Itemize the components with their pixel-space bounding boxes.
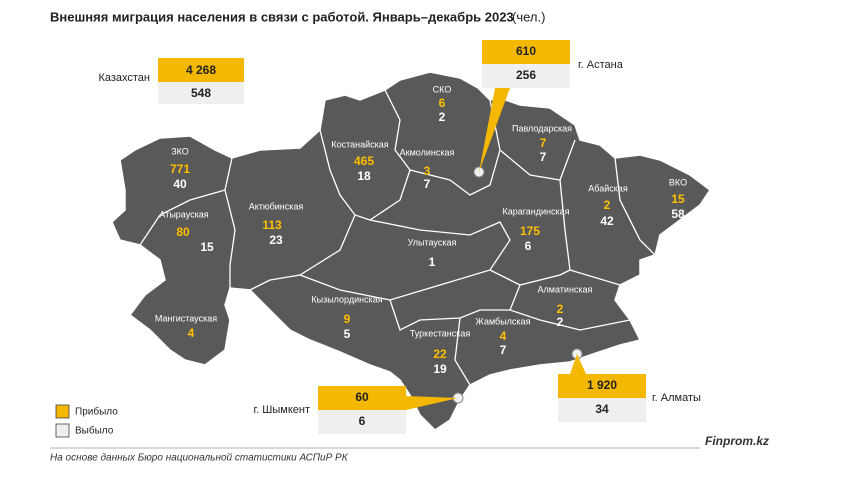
region-name: Акмолинская — [400, 147, 455, 157]
departed-value: 19 — [433, 362, 447, 376]
region-name: СКО — [433, 84, 452, 94]
arrived-value: 80 — [176, 225, 190, 239]
arrived-value: 3 — [424, 164, 431, 178]
arrived-box — [558, 374, 646, 398]
departed-value: 6 — [525, 239, 532, 253]
arrived-box — [318, 386, 406, 410]
region-name: Мангистауская — [155, 313, 217, 323]
arrived-value: 2 — [557, 302, 564, 316]
arrived-value: 4 268 — [186, 63, 216, 77]
unit: (чел.) — [512, 9, 545, 24]
arrived-value: 4 — [500, 329, 507, 343]
departed-value: 5 — [344, 327, 351, 341]
legend-label: Выбыло — [75, 425, 114, 437]
departed-value: 18 — [357, 169, 371, 183]
arrived-value: 175 — [520, 224, 540, 238]
departed-value: 58 — [671, 207, 685, 221]
region-name: Жамбылская — [476, 316, 531, 326]
arrived-value: 610 — [516, 44, 536, 58]
departed-value: 256 — [516, 68, 536, 82]
arrived-value: 9 — [344, 312, 351, 326]
region-name: Атырауская — [159, 209, 208, 219]
departed-value: 6 — [359, 414, 366, 428]
arrived-value: 6 — [439, 96, 446, 110]
departed-value: 548 — [191, 86, 211, 100]
departed-value: 15 — [200, 240, 214, 254]
region-name: Алматинская — [538, 284, 593, 294]
region-name: Павлодарская — [512, 123, 572, 133]
departed-value: 7 — [424, 177, 431, 191]
departed-value: 2 — [557, 315, 564, 329]
region-name: ВКО — [669, 177, 687, 187]
source: На основе данных Бюро национальной стати… — [50, 453, 349, 464]
arrived-value: 60 — [355, 390, 369, 404]
departed-value: 23 — [269, 233, 283, 247]
legend-label: Прибыло — [75, 406, 118, 418]
departed-box — [318, 410, 406, 434]
legend-swatch — [55, 404, 70, 419]
region-name: Костанайская — [331, 139, 388, 149]
arrived-value: 113 — [262, 218, 282, 232]
region-name: Актюбинская — [249, 201, 304, 211]
region-name: Карагандинская — [502, 206, 569, 216]
brand: Finprom.kz — [705, 434, 769, 448]
arrived-value: 1 920 — [587, 378, 617, 392]
region-name: Туркестанская — [410, 328, 471, 338]
arrived-value: 771 — [170, 162, 190, 176]
title: Внешняя миграция населения в связи с раб… — [50, 9, 514, 24]
city-label: г. Астана — [578, 59, 624, 71]
departed-value: 2 — [439, 110, 446, 124]
country-callout: Казахстан — [98, 58, 244, 104]
departed-value: 40 — [173, 177, 187, 191]
departed-value: 7 — [540, 150, 547, 164]
region-name: Абайская — [588, 183, 628, 193]
arrived-value: 15 — [671, 192, 685, 206]
region-name: Улытауская — [408, 237, 457, 247]
departed-value: 1 — [429, 255, 436, 269]
departed-box — [558, 398, 646, 422]
city-label: г. Шымкент — [254, 404, 311, 416]
departed-value: 34 — [595, 402, 609, 416]
arrived-value: 2 — [604, 198, 611, 212]
arrived-box — [482, 40, 570, 64]
callout-label: Казахстан — [98, 72, 150, 84]
departed-box — [158, 82, 244, 104]
arrived-value: 4 — [188, 326, 195, 340]
legend-swatch — [55, 423, 70, 438]
departed-box — [482, 64, 570, 88]
arrived-value: 22 — [433, 347, 447, 361]
departed-value: 7 — [500, 343, 507, 357]
arrived-box — [158, 58, 244, 82]
departed-value: 42 — [600, 214, 614, 228]
region-name: Кызылординская — [311, 294, 382, 304]
arrived-value: 465 — [354, 154, 374, 168]
map — [111, 71, 712, 431]
arrived-value: 7 — [540, 136, 547, 150]
city-label: г. Алматы — [652, 392, 701, 404]
region-name: ЗКО — [171, 146, 189, 156]
